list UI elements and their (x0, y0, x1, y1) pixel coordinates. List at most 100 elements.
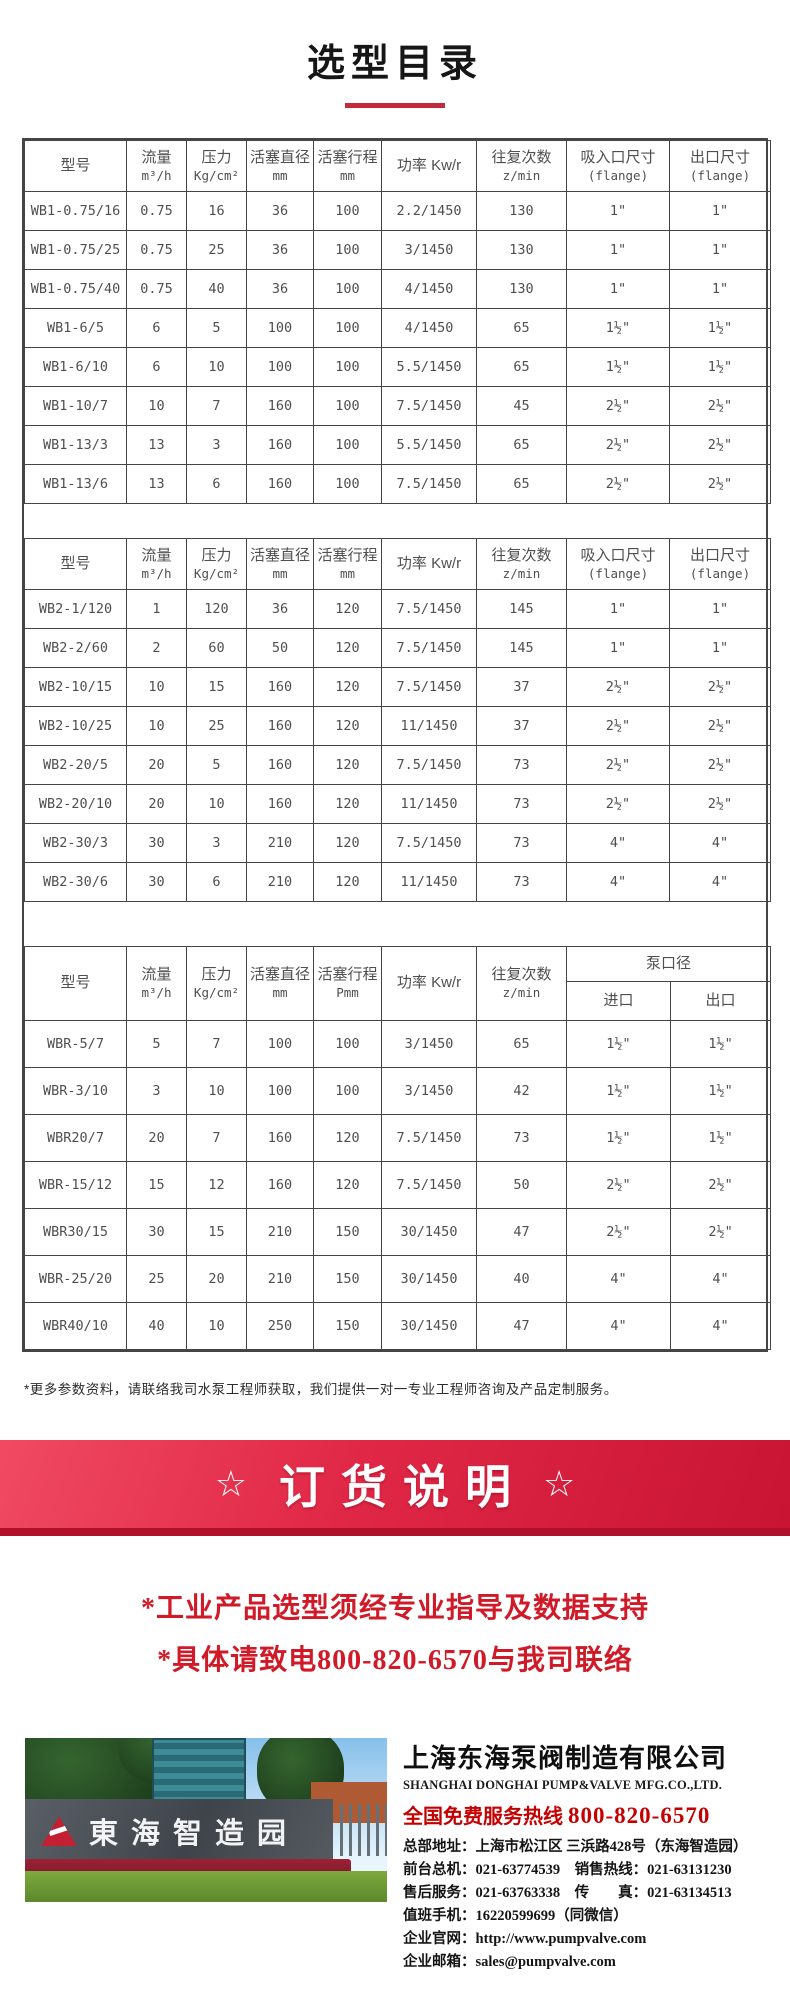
col-reciprocation: 往复次数 z/min (476, 946, 567, 1021)
table-cell: 120 (313, 862, 382, 902)
table-cell: 210 (246, 823, 314, 863)
table-cell: 73 (476, 784, 567, 824)
col-flow: 流量 m³/h (126, 946, 187, 1021)
table-cell: 3 (186, 823, 247, 863)
order-banner-title: 订货说明 (279, 1461, 527, 1513)
table-cell: 25 (186, 706, 247, 746)
table-cell: 5.5/1450 (381, 425, 477, 465)
col-port-outlet: 出口 (669, 981, 772, 1021)
table-cell: 5 (186, 745, 247, 785)
table-cell: 7.5/1450 (381, 823, 477, 863)
table-cell: 120 (313, 706, 382, 746)
table-cell: 1½" (669, 347, 771, 387)
table-cell: 1" (566, 628, 670, 668)
table-cell: 30 (126, 823, 187, 863)
table-cell: 73 (476, 1114, 567, 1162)
table-separator (24, 504, 766, 538)
table-cell: WB2-10/25 (24, 706, 127, 746)
table-cell: 47 (476, 1208, 567, 1256)
table-cell: 2½" (669, 425, 771, 465)
table-row: WB2-10/15 10 15 160 120 7.5/1450 37 2½" 2½" (24, 667, 771, 707)
table-cell: 40 (126, 1302, 187, 1350)
table-cell: WB2-10/15 (24, 667, 127, 707)
table-row: WB2-2/60 2 60 50 120 7.5/1450 145 1" 1" (24, 628, 771, 668)
table-cell: 120 (313, 823, 382, 863)
table-cell: 7.5/1450 (381, 464, 477, 504)
company-footer: 東海智造园 上海东海泵阀制造有限公司 SHANGHAI DONGHAI PUMP… (0, 1716, 790, 2016)
photo-gate (339, 1803, 387, 1857)
col-reciprocation: 往复次数 z/min (476, 538, 567, 590)
table-cell: 50 (246, 628, 314, 668)
table-cell: 210 (246, 1208, 314, 1256)
table-cell: 3/1450 (381, 230, 477, 270)
table-cell: 2½" (669, 386, 771, 426)
wb2-spec-table: 型号 流量 m³/h 压力 Kg/cm² 活塞直径 mm 活塞行程 mm 功率 Kw/r… (24, 538, 771, 902)
col-flow: 流量 m³/h (126, 140, 187, 192)
table-cell: 150 (313, 1255, 382, 1303)
table-cell: 2½" (669, 1208, 772, 1256)
table-cell: 160 (246, 706, 314, 746)
table-cell: 100 (246, 1020, 314, 1068)
table-cell: 6 (126, 347, 187, 387)
table-cell: 2½" (566, 464, 670, 504)
table-cell: 1" (669, 230, 771, 270)
col-suction-size: 吸入口尺寸 (flange) (566, 140, 670, 192)
wbr-spec-table: 型号 流量 m³/h 压力 Kg/cm² 活塞直径 mm 活塞行程 Pmm 功率 Kw/… (24, 946, 772, 1350)
table-subheader-row: 进口 出口 (25, 981, 772, 1021)
table-cell: 20 (126, 745, 187, 785)
table-cell: WB1-13/6 (24, 464, 127, 504)
table-row: WB2-20/5 20 5 160 120 7.5/1450 73 2½" 2½" (24, 745, 771, 785)
table-cell: 250 (246, 1302, 314, 1350)
table-cell: WB1-0.75/16 (24, 191, 127, 231)
table-cell: 120 (313, 1114, 382, 1162)
table-cell: 25 (186, 230, 247, 270)
star-icon: ☆ (214, 1463, 247, 1504)
table-cell: 1½" (669, 1020, 772, 1068)
table-cell: 1½" (566, 1114, 671, 1162)
catalog-section: 选型目录 型号 流量 m³/h 压力 Kg/cm² 活塞直径 mm 活塞行程 mm 功率… (22, 43, 772, 1397)
table-cell: 2.2/1450 (381, 191, 477, 231)
table-cell: 65 (476, 464, 567, 504)
col-piston-diameter: 活塞直径 mm (246, 946, 314, 1021)
table-cell: 10 (126, 706, 187, 746)
table-cell: 1 (126, 589, 187, 629)
table-cell: 100 (246, 1067, 314, 1115)
table-cell: 7 (186, 1114, 247, 1162)
table-cell: 160 (246, 1161, 314, 1209)
table-cell: 65 (476, 1020, 567, 1068)
table-cell: 100 (313, 464, 382, 504)
table-cell: WB1-13/3 (24, 425, 127, 465)
table-row: WB2-30/6 30 6 210 120 11/1450 73 4" 4" (24, 862, 771, 902)
table-cell: 120 (313, 628, 382, 668)
table-cell: 130 (476, 191, 567, 231)
table-cell: WB2-30/3 (24, 823, 127, 863)
table-row: WBR-15/12 15 12 160 120 7.5/1450 50 2½" 2½" (24, 1161, 772, 1209)
table-cell: 13 (126, 464, 187, 504)
table-cell: WBR40/10 (24, 1302, 127, 1350)
table-row: WBR-3/10 3 10 100 100 3/1450 42 1½" 1½" (24, 1067, 772, 1115)
table-cell: 2½" (669, 667, 771, 707)
table-cell: 5.5/1450 (381, 347, 477, 387)
service-hotline: 全国免费服务热线 800-820-6570 (403, 1800, 772, 1829)
donghai-logo-icon (41, 1816, 77, 1847)
table-cell: 4" (669, 1255, 772, 1303)
contact-line: 前台总机：021-63774539 销售热线：021-63131230 (403, 1862, 732, 1878)
table-cell: WB2-1/120 (24, 589, 127, 629)
table-cell: 7.5/1450 (381, 1114, 477, 1162)
table-cell: 11/1450 (381, 706, 477, 746)
notice-line-guidance: *工业产品选型须经专业指导及数据支持 (140, 1593, 649, 1624)
table-cell: WB1-0.75/25 (24, 230, 127, 270)
table-cell: 36 (246, 589, 314, 629)
photo-lawn (25, 1870, 387, 1902)
table-cell: 4" (566, 862, 670, 902)
table-row: WB1-13/6 13 6 160 100 7.5/1450 65 2½" 2½" (24, 464, 771, 504)
table-separator (24, 902, 766, 946)
table-cell: 100 (313, 308, 382, 348)
table-cell: 0.75 (126, 230, 187, 270)
table-cell: 1½" (669, 1067, 772, 1115)
contact-line: 总部地址：上海市松江区 三浜路428号（东海智造园） (403, 1839, 748, 1855)
table-cell: 130 (476, 230, 567, 270)
table-cell: 13 (126, 425, 187, 465)
table-cell: 160 (246, 784, 314, 824)
table-row: WBR30/15 30 15 210 150 30/1450 47 2½" 2½" (24, 1208, 772, 1256)
